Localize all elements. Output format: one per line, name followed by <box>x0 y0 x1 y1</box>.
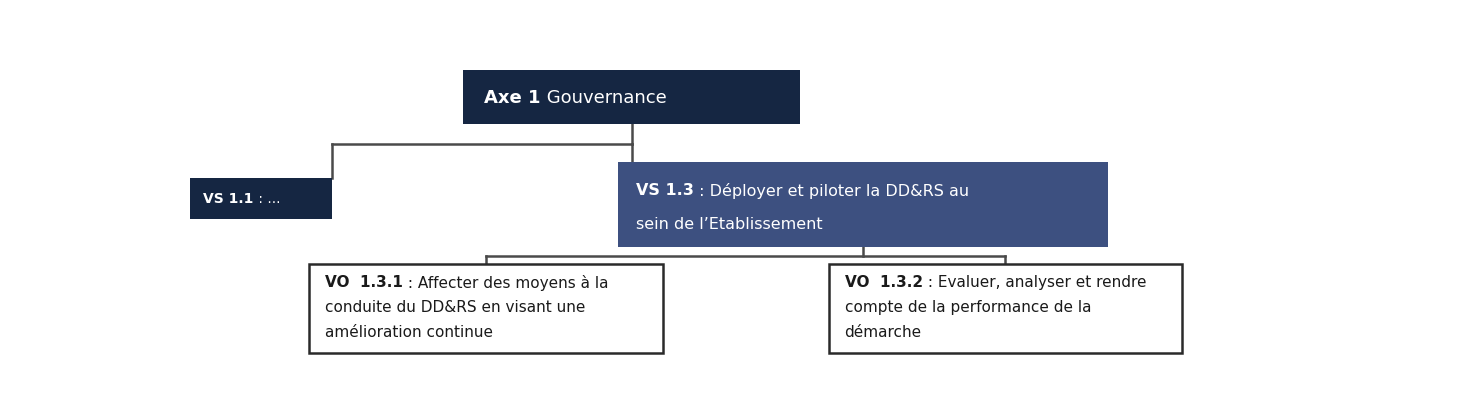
Text: compte de la performance de la: compte de la performance de la <box>845 299 1091 314</box>
Text: : Affecter des moyens à la: : Affecter des moyens à la <box>403 274 609 290</box>
Text: sein de l’Etablissement: sein de l’Etablissement <box>636 216 823 231</box>
FancyBboxPatch shape <box>617 162 1108 247</box>
Text: VS 1.3: VS 1.3 <box>636 183 693 198</box>
Text: VO  1.3.2: VO 1.3.2 <box>845 275 923 290</box>
Text: conduite du DD&RS en visant une: conduite du DD&RS en visant une <box>325 299 586 314</box>
FancyBboxPatch shape <box>829 265 1182 353</box>
Text: : Déployer et piloter la DD&RS au: : Déployer et piloter la DD&RS au <box>693 182 969 198</box>
Text: démarche: démarche <box>845 324 921 339</box>
FancyBboxPatch shape <box>309 265 662 353</box>
Text: : ...: : ... <box>253 192 280 206</box>
Text: Gouvernance: Gouvernance <box>540 89 667 107</box>
Text: amélioration continue: amélioration continue <box>325 324 493 339</box>
FancyBboxPatch shape <box>464 71 801 125</box>
FancyBboxPatch shape <box>190 178 333 219</box>
Text: : Evaluer, analyser et rendre: : Evaluer, analyser et rendre <box>923 275 1147 290</box>
Text: VO  1.3.1: VO 1.3.1 <box>325 275 403 290</box>
Text: Axe 1: Axe 1 <box>484 89 540 107</box>
Text: VS 1.1: VS 1.1 <box>203 192 253 206</box>
